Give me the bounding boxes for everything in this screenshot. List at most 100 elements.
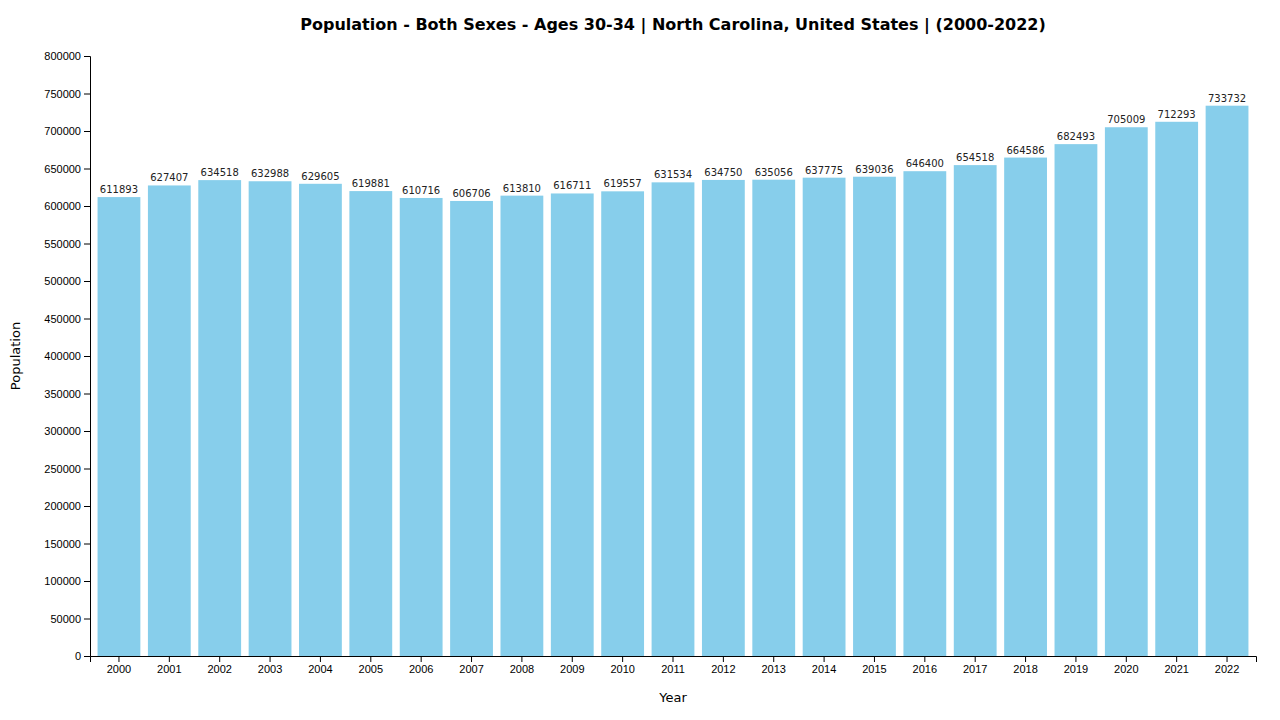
y-tick: 600000 (44, 200, 90, 212)
y-tick: 750000 (44, 88, 90, 100)
y-tick: 500000 (44, 275, 90, 287)
x-axis: 2000200120022003200420052006200720082009… (91, 656, 1257, 675)
tick-label: 750000 (44, 88, 81, 100)
tick-mark (622, 656, 623, 662)
title: Population - Both Sexes - Ages 30-34 | N… (300, 15, 1046, 35)
data-label: 646400 (906, 158, 944, 169)
tick-mark (874, 656, 875, 662)
tick-mark (421, 656, 422, 662)
bar (1105, 127, 1148, 656)
tick-label: 2012 (711, 663, 735, 675)
tick-mark (824, 656, 825, 662)
plot: 2000200120022003200420052006200720082009… (44, 50, 1256, 675)
tick-label: 2007 (459, 663, 483, 675)
data-label: 639036 (855, 164, 893, 175)
x-tick: 2003 (258, 656, 282, 675)
tick-mark (773, 656, 774, 662)
data-label: 631534 (654, 169, 692, 180)
tick-mark (84, 56, 90, 57)
tick-mark (924, 656, 925, 662)
tick-label: 2004 (308, 663, 332, 675)
x-tick: 2004 (308, 656, 332, 675)
bar (1004, 158, 1047, 656)
tick-mark (84, 469, 90, 470)
bar (601, 191, 644, 656)
tick-label: 550000 (44, 238, 81, 250)
data-label: 619881 (352, 178, 390, 189)
bar (853, 177, 896, 656)
tick-label: 2008 (510, 663, 534, 675)
x-tick: 2009 (560, 656, 584, 675)
tick-mark (84, 656, 90, 657)
tick-label: 0 (75, 650, 81, 662)
data-label: 611893 (100, 184, 138, 195)
x-tick: 2007 (459, 656, 483, 675)
y-tick: 50000 (50, 613, 90, 625)
tick-label: 2015 (862, 663, 886, 675)
data-label: 635056 (755, 167, 793, 178)
tick-mark (521, 656, 522, 662)
bar (98, 197, 141, 656)
bar (954, 165, 997, 656)
tick-mark (84, 131, 90, 132)
tick-mark (219, 656, 220, 662)
bar (400, 198, 443, 656)
y-tick: 100000 (44, 575, 90, 587)
y-tick: 550000 (44, 238, 90, 250)
tick-label: 200000 (44, 500, 81, 512)
data-label: 619557 (604, 178, 642, 189)
data-label: 606706 (452, 188, 490, 199)
tick-label: 2016 (913, 663, 937, 675)
tick-mark (471, 656, 472, 662)
bar (752, 180, 795, 656)
tick-label: 2018 (1013, 663, 1037, 675)
tick-mark (84, 244, 90, 245)
tick-label: 350000 (44, 388, 81, 400)
chart-container: 2000200120022003200420052006200720082009… (0, 0, 1280, 720)
tick-mark (118, 656, 119, 662)
y-tick: 400000 (44, 350, 90, 362)
data-label: 610716 (402, 185, 440, 196)
tick-label: 600000 (44, 200, 81, 212)
tick-mark (84, 544, 90, 545)
bar (249, 181, 292, 656)
x-tick: 2016 (913, 656, 937, 675)
data-label: 705009 (1107, 114, 1145, 125)
data-label: 632988 (251, 168, 289, 179)
tick-label: 2006 (409, 663, 433, 675)
tick-mark (1176, 656, 1177, 662)
bar (702, 180, 745, 656)
tick-label: 2005 (359, 663, 383, 675)
tick-mark (84, 356, 90, 357)
tick-mark (84, 581, 90, 582)
axis-line (91, 657, 1257, 663)
data-label: 634518 (201, 167, 239, 178)
tick-mark (320, 656, 321, 662)
tick-label: 2020 (1114, 663, 1138, 675)
x-tick: 2021 (1164, 656, 1188, 675)
x-tick: 2020 (1114, 656, 1138, 675)
x-axis-title: Year (658, 690, 687, 705)
tick-label: 2009 (560, 663, 584, 675)
x-tick: 2001 (157, 656, 181, 675)
tick-label: 2021 (1164, 663, 1188, 675)
data-label: 733732 (1208, 93, 1246, 104)
tick-label: 2011 (661, 663, 685, 675)
tick-label: 2022 (1215, 663, 1239, 675)
tick-mark (1227, 656, 1228, 662)
data-label: 613810 (503, 183, 541, 194)
tick-label: 2013 (761, 663, 785, 675)
tick-label: 2003 (258, 663, 282, 675)
data-label: 634750 (704, 167, 742, 178)
y-tick: 250000 (44, 463, 90, 475)
data-label: 627407 (150, 172, 188, 183)
data-label: 712293 (1158, 109, 1196, 120)
tick-mark (84, 319, 90, 320)
bar (652, 182, 695, 656)
x-tick: 2002 (207, 656, 231, 675)
tick-label: 250000 (44, 463, 81, 475)
tick-label: 50000 (50, 613, 81, 625)
bar (1206, 106, 1249, 656)
data-label: 664586 (1006, 145, 1044, 156)
bar (349, 191, 392, 656)
